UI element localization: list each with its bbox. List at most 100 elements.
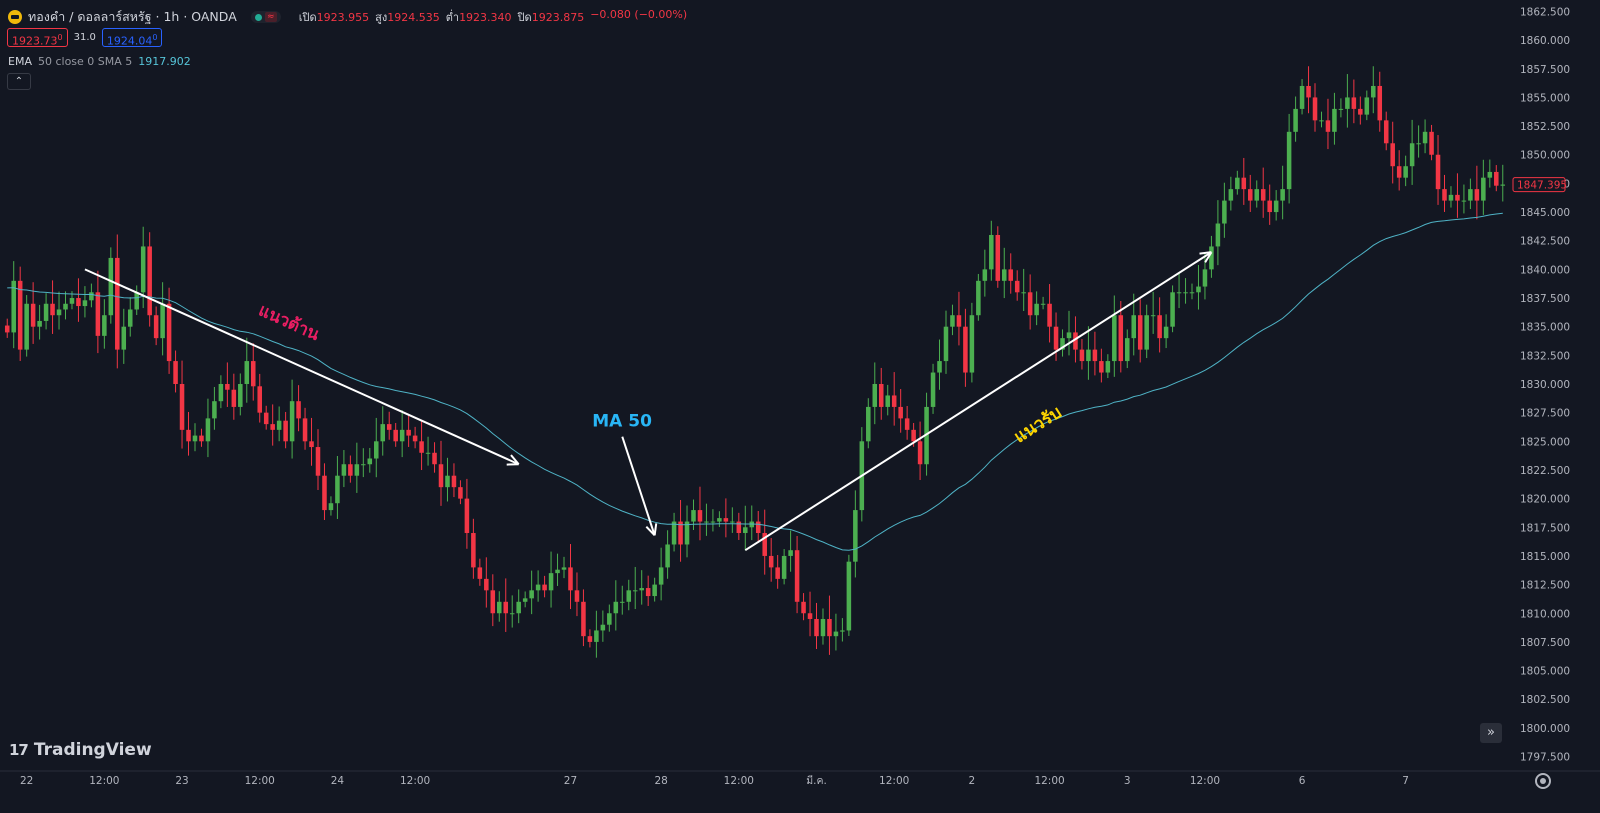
- candle: [652, 577, 657, 602]
- candle-body: [399, 429, 405, 442]
- candle-body: [69, 298, 75, 304]
- candle-body: [1034, 303, 1039, 316]
- price-axis[interactable]: 1862.500 1860.000 1857.500 1855.000 1852.500…: [1512, 0, 1600, 770]
- candle-body: [717, 518, 722, 522]
- candle: [982, 249, 988, 297]
- candle: [1209, 235, 1214, 278]
- candle-body: [451, 475, 457, 488]
- candle: [1409, 119, 1415, 185]
- candle: [43, 293, 49, 330]
- candle-body: [697, 510, 703, 522]
- candle: [736, 512, 742, 540]
- candle-body: [43, 303, 49, 321]
- y-tick-label: 1830.000: [1520, 379, 1570, 391]
- candle-body: [37, 320, 42, 327]
- candle: [17, 266, 23, 361]
- candle: [846, 554, 852, 636]
- candle-body: [186, 429, 191, 442]
- candle: [529, 570, 534, 615]
- candle-body: [406, 429, 411, 436]
- candle-body: [270, 424, 275, 430]
- candle: [205, 398, 211, 458]
- candle: [833, 613, 839, 651]
- candle: [432, 442, 437, 473]
- candle: [173, 350, 178, 393]
- symbol-title[interactable]: ทองคำ / ดอลลาร์สหรัฐ · 1h · OANDA: [28, 9, 237, 24]
- time-axis[interactable]: 22 12:00 23 12:00 24 12:00 27 28 12:00 มี.ค. 12:00…: [0, 770, 1600, 787]
- candle-body: [380, 424, 386, 442]
- market-status[interactable]: ≈: [250, 11, 281, 23]
- candle: [1306, 66, 1311, 114]
- candle: [548, 551, 554, 608]
- candle: [490, 574, 496, 627]
- collapse-legend-button[interactable]: ⌃: [7, 73, 31, 90]
- candle-body: [950, 315, 955, 327]
- candle: [1124, 329, 1130, 369]
- candle-body: [108, 257, 114, 316]
- candle: [56, 291, 62, 330]
- candle-body: [1306, 85, 1311, 98]
- candle: [1014, 270, 1020, 301]
- candle: [762, 509, 767, 575]
- scroll-to-realtime-button[interactable]: »: [1480, 723, 1502, 743]
- candle-body: [658, 567, 664, 585]
- candle-body: [626, 590, 632, 602]
- candle-body: [807, 613, 813, 619]
- candle: [1189, 283, 1195, 300]
- ma-annotation-label: MA 50: [592, 412, 652, 432]
- candle: [348, 455, 353, 483]
- candle: [82, 286, 88, 318]
- candle-body: [833, 631, 839, 637]
- candle-body: [768, 555, 774, 568]
- bid-price: 1923.73: [12, 34, 58, 48]
- sell-button[interactable]: 1923.730: [7, 28, 68, 48]
- candle-body: [730, 521, 735, 523]
- indicator-legend[interactable]: EMA 50 close 0 SMA 5 1917.902: [8, 55, 191, 68]
- candle: [827, 595, 832, 655]
- x-tick-label: 2: [969, 775, 976, 787]
- candle: [1371, 66, 1376, 114]
- x-tick-label: 12:00: [1190, 775, 1220, 787]
- candle-body: [1280, 189, 1285, 201]
- candle: [1494, 165, 1499, 192]
- candle: [568, 544, 573, 610]
- candlestick-series: [4, 66, 1506, 658]
- candle-body: [704, 521, 709, 523]
- candle: [89, 283, 94, 308]
- candle: [1079, 339, 1085, 370]
- candle: [1008, 253, 1013, 294]
- candle-body: [1047, 303, 1052, 327]
- gear-icon[interactable]: [1535, 773, 1551, 789]
- candle-body: [1118, 315, 1124, 362]
- candle-body: [1403, 166, 1408, 178]
- y-tick-label: 1827.500: [1520, 408, 1570, 420]
- candle: [1358, 96, 1363, 125]
- candle-body: [814, 618, 819, 637]
- candle-body: [1235, 177, 1240, 190]
- candle: [328, 496, 334, 516]
- candle: [225, 362, 230, 407]
- y-tick-label: 1810.000: [1520, 608, 1570, 620]
- candle: [555, 553, 560, 586]
- y-tick-label: 1807.500: [1520, 637, 1570, 649]
- candle-body: [755, 521, 761, 534]
- candle-body: [529, 590, 534, 599]
- candle: [102, 299, 107, 349]
- candle: [95, 270, 101, 354]
- open-value: 1923.955: [316, 11, 370, 24]
- ask-price: 1924.04: [106, 34, 153, 48]
- buy-button[interactable]: 1924.040: [101, 28, 163, 48]
- candle: [1448, 186, 1454, 208]
- candle: [956, 291, 962, 346]
- candle-body: [620, 601, 625, 603]
- candle: [1338, 98, 1344, 118]
- candle: [1183, 278, 1188, 304]
- candle-body: [315, 447, 321, 476]
- candle: [270, 404, 275, 446]
- candle: [192, 423, 198, 452]
- candle: [1468, 178, 1473, 210]
- candle: [607, 604, 612, 632]
- y-tick-label: 1835.000: [1520, 322, 1570, 334]
- annotation-label: แนวรับ: [1011, 403, 1066, 448]
